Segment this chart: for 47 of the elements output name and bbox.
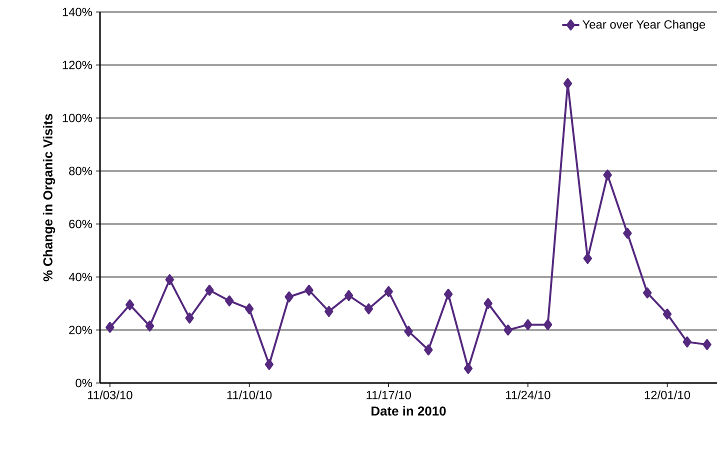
point [524, 319, 532, 330]
point [125, 299, 134, 310]
point [384, 286, 393, 298]
point [702, 339, 712, 350]
x-tick-label: 11/17/10 [366, 390, 411, 400]
x-axis-title: Date in 2010 [372, 406, 446, 416]
legend-label: Year over Year Change [582, 20, 706, 32]
point [543, 319, 552, 330]
point [404, 326, 413, 337]
point [642, 287, 652, 298]
point [324, 306, 334, 317]
point [165, 274, 174, 286]
x-tick-label: 11/10/10 [227, 390, 272, 400]
point [225, 295, 234, 306]
point [444, 288, 453, 300]
point [106, 322, 114, 333]
point [603, 169, 612, 180]
point [185, 312, 194, 324]
x-tick-label: 12/01/10 [644, 390, 690, 400]
y-tick-label: 20% [69, 326, 92, 334]
y-tick-label: 120% [62, 60, 92, 70]
point [662, 308, 672, 320]
y-tick-label: 40% [68, 272, 92, 282]
point [264, 358, 274, 370]
point [205, 284, 214, 296]
y-tick-label: 0% [76, 378, 92, 388]
x-tick-label: 11/03/10 [88, 390, 132, 400]
point [484, 298, 492, 309]
point [364, 303, 374, 314]
point [304, 284, 314, 296]
point [424, 344, 433, 356]
point [504, 324, 512, 336]
point [623, 228, 632, 239]
y-axis-title: % Change in Organic Visits [42, 114, 56, 282]
y-tick-label: 100% [62, 114, 92, 122]
y-tick-label: 80% [69, 166, 92, 176]
x-tick-label: 11/24/10 [506, 390, 550, 400]
point [563, 78, 572, 90]
point [284, 291, 294, 302]
point [344, 290, 354, 302]
y-tick-label: 60% [69, 220, 92, 228]
point [682, 336, 692, 348]
point [244, 303, 254, 314]
y-tick-label: 140% [62, 8, 92, 16]
point [464, 362, 473, 374]
point [145, 320, 154, 332]
point [583, 252, 592, 264]
